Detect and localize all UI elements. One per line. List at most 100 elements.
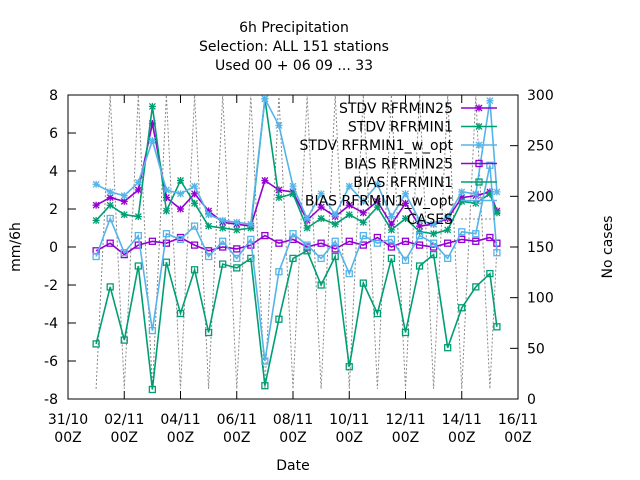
data-point xyxy=(289,254,297,263)
data-point xyxy=(190,266,199,274)
data-point xyxy=(162,239,171,247)
data-point xyxy=(387,226,395,234)
data-point xyxy=(458,228,466,236)
data-point xyxy=(331,211,339,219)
data-point xyxy=(317,215,325,222)
data-point xyxy=(261,382,269,390)
series-line xyxy=(95,96,498,226)
data-point xyxy=(444,213,452,221)
data-point xyxy=(177,190,184,198)
data-point xyxy=(261,357,269,365)
x-tick-label-date: 08/11 xyxy=(273,412,313,428)
data-point xyxy=(345,211,353,219)
data-point xyxy=(345,237,353,245)
y-tick-label: -6 xyxy=(44,354,58,370)
data-point xyxy=(486,233,494,242)
data-point xyxy=(134,178,142,186)
data-point xyxy=(359,209,367,217)
data-point xyxy=(176,309,185,318)
legend-marker xyxy=(475,104,483,112)
data-point xyxy=(233,254,241,263)
data-point xyxy=(204,252,213,261)
legend-label: STDV RFRMIN1 xyxy=(348,120,453,136)
y-tick-label: -8 xyxy=(44,392,58,408)
data-point xyxy=(303,241,311,249)
y2-axis-label: No cases xyxy=(600,216,616,279)
data-point xyxy=(148,102,156,110)
data-point xyxy=(387,254,396,263)
y2-tick-label: 200 xyxy=(527,189,554,205)
data-point xyxy=(233,226,241,234)
y-tick-label: 8 xyxy=(49,88,58,104)
data-point xyxy=(345,201,353,209)
y-tick-label: 4 xyxy=(49,164,58,180)
data-point xyxy=(247,220,255,228)
y2-tick-label: 100 xyxy=(527,291,554,307)
data-point xyxy=(120,211,128,219)
data-point xyxy=(191,190,199,198)
data-point xyxy=(303,224,311,232)
data-point xyxy=(162,230,171,238)
y2-tick-label: 0 xyxy=(527,392,536,408)
data-point xyxy=(162,258,171,266)
series-2 xyxy=(92,95,501,228)
data-point xyxy=(493,323,501,331)
data-point xyxy=(289,230,297,238)
data-point xyxy=(303,215,311,222)
data-point xyxy=(261,231,269,240)
data-point xyxy=(444,254,452,263)
data-point xyxy=(416,216,424,224)
data-point xyxy=(472,237,480,245)
data-point xyxy=(444,239,452,247)
data-point xyxy=(134,186,142,194)
x-tick-label-date: 02/11 xyxy=(104,412,144,428)
data-point xyxy=(387,235,396,244)
data-point xyxy=(401,256,410,264)
chart-title-line-1: 6h Precipitation xyxy=(239,20,349,36)
data-point xyxy=(219,260,227,268)
x-tick-label-date: 04/11 xyxy=(160,412,200,428)
data-point xyxy=(233,264,241,272)
data-point xyxy=(92,340,100,348)
data-point xyxy=(415,231,424,240)
data-point xyxy=(205,222,213,230)
legend-marker xyxy=(475,159,483,168)
data-point xyxy=(148,326,157,335)
x-tick-label-date: 14/11 xyxy=(442,412,482,428)
data-point xyxy=(401,328,410,337)
data-point xyxy=(106,194,114,202)
data-point xyxy=(444,226,452,234)
x-tick-label-hour: 00Z xyxy=(223,430,250,446)
data-point xyxy=(177,177,184,184)
data-point xyxy=(289,182,297,190)
y2-tick-label: 250 xyxy=(527,139,554,155)
data-point xyxy=(345,269,353,278)
data-point xyxy=(205,211,213,219)
x-tick-label-date: 06/11 xyxy=(217,412,257,428)
data-point xyxy=(415,241,424,249)
legend-marker xyxy=(475,123,483,130)
data-point xyxy=(191,182,199,190)
data-point xyxy=(359,218,367,226)
y-tick-label: 6 xyxy=(49,126,58,142)
data-point xyxy=(134,262,142,270)
data-point xyxy=(458,188,466,196)
data-point xyxy=(106,188,114,196)
y-tick-label: 0 xyxy=(49,240,58,256)
chart-title-line-2: Selection: ALL 151 stations xyxy=(199,39,389,55)
legend-label: BIAS RFRMIN1 xyxy=(353,175,453,191)
legend-marker xyxy=(475,141,483,149)
legend-label: STDV RFRMIN1_w_opt xyxy=(300,138,454,154)
legend-marker xyxy=(475,196,483,205)
data-point xyxy=(458,197,466,205)
y2-tick-label: 300 xyxy=(527,88,554,104)
data-point xyxy=(317,254,325,263)
x-tick-label-date: 16/11 xyxy=(498,412,538,428)
data-point xyxy=(317,239,325,247)
data-point xyxy=(275,239,283,247)
x-tick-label-hour: 00Z xyxy=(504,430,531,446)
data-point xyxy=(402,199,409,207)
data-point xyxy=(106,214,114,223)
data-point xyxy=(317,281,325,289)
